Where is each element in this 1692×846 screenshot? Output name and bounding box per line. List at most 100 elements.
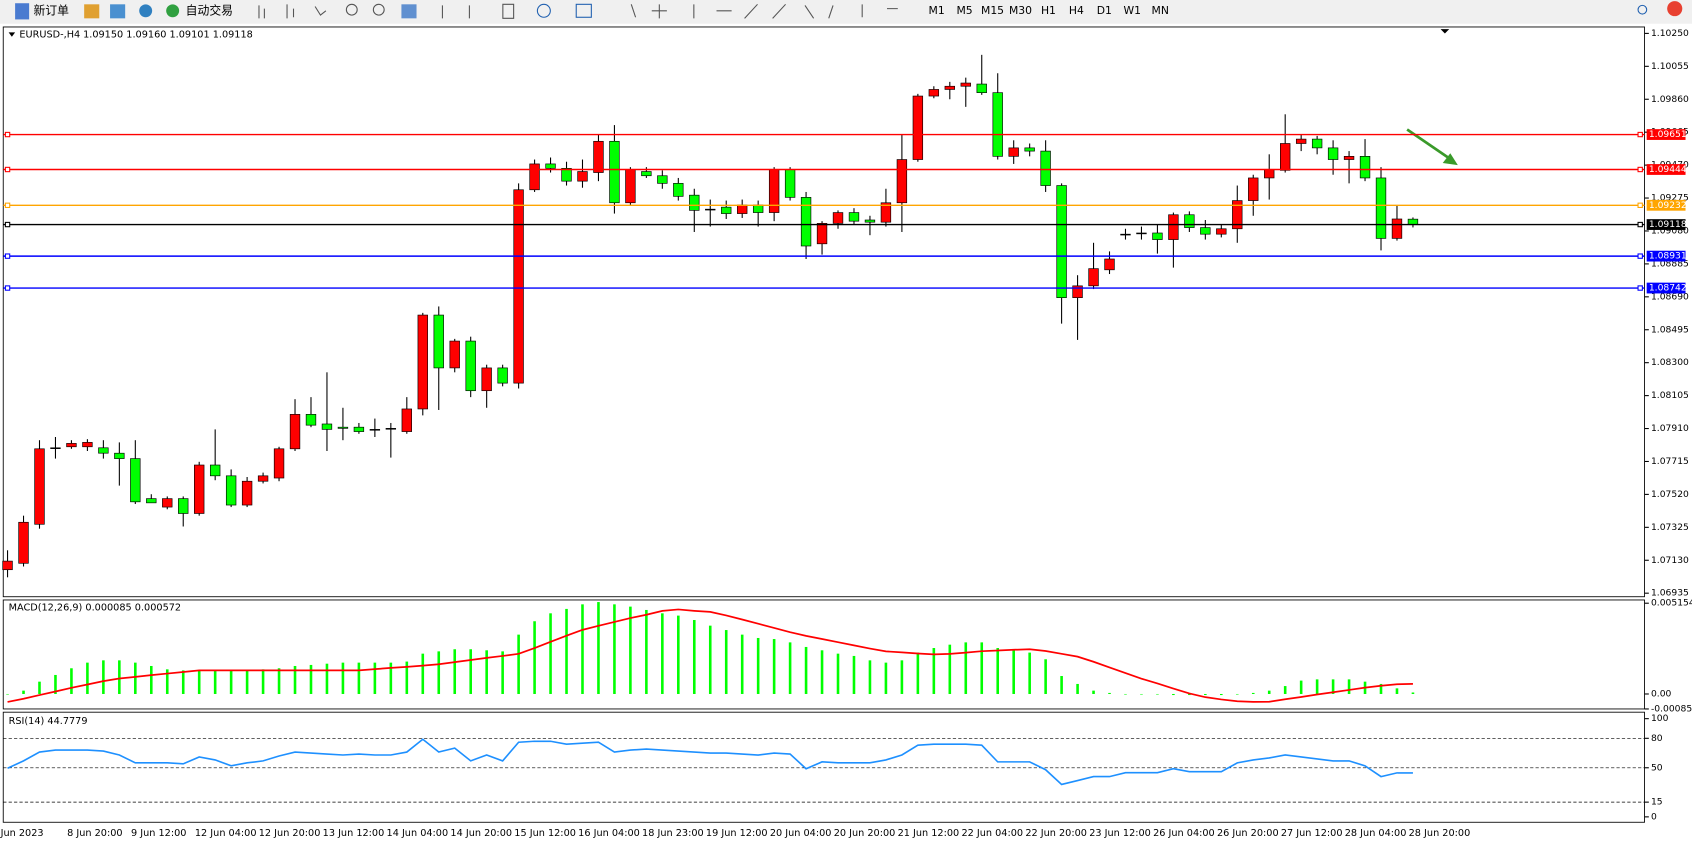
level-handle (4, 285, 11, 291)
candle-body (1375, 177, 1387, 239)
candle-body (146, 498, 157, 504)
timeframe-button[interactable]: M1 (929, 4, 945, 17)
search-icon[interactable] (1637, 4, 1648, 15)
level-label-box (1646, 164, 1686, 175)
candle-body (960, 82, 971, 87)
icon[interactable] (84, 4, 100, 19)
icon[interactable] (15, 3, 30, 20)
candle-body (225, 475, 237, 506)
macd-bar (724, 630, 728, 694)
timeframe-button[interactable]: W1 (1124, 4, 1142, 17)
macd-bar (517, 634, 520, 694)
x-tick-label: 12 Jun 04:00 (195, 828, 257, 839)
candle-body (1152, 232, 1163, 240)
candle-body (561, 167, 572, 182)
candle-body (800, 197, 812, 247)
candle-body (816, 223, 828, 245)
macd-bar (197, 670, 201, 694)
timeframe-button[interactable]: M5 (957, 4, 973, 17)
macd-signal (7, 608, 1413, 703)
y-tick-label: 15 (1651, 797, 1663, 808)
x-tick-label: 28 Jun 04:00 (1345, 828, 1407, 839)
candle-body (593, 140, 604, 173)
candle-body (1200, 227, 1211, 235)
toolbar-button[interactable]: 新订单 (33, 3, 69, 17)
timeframe-button[interactable]: H4 (1069, 4, 1084, 17)
x-tick-label: 22 Jun 04:00 (961, 828, 1023, 839)
y-tick-label: 1.08690 (1651, 291, 1689, 302)
macd-bar (1411, 692, 1415, 694)
candle-body (1280, 143, 1291, 171)
level-handle (4, 221, 11, 228)
x-tick-label: 8 Jun 20:00 (67, 828, 122, 839)
macd-bar (102, 660, 105, 694)
candle-body (273, 448, 285, 479)
macd-bar (964, 642, 968, 694)
macd-bar (1347, 679, 1351, 694)
macd-bar (708, 625, 712, 694)
timeframe-button[interactable]: MN (1152, 4, 1169, 17)
toolbar-button[interactable]: 自动交易 (186, 3, 233, 17)
candle-body (625, 169, 636, 204)
timeframe-button[interactable]: H1 (1041, 4, 1056, 17)
macd-bar (756, 637, 760, 694)
icon[interactable] (372, 3, 385, 16)
rsi-panel (2, 711, 1645, 823)
x-tick-label: 20 Jun 20:00 (834, 828, 896, 839)
candle-body (545, 163, 556, 169)
macd-bar (54, 674, 57, 694)
macd-bar (1315, 679, 1319, 694)
macd-bar (1235, 693, 1239, 695)
candle-body (752, 204, 764, 213)
timeframe-button[interactable]: M30 (1009, 4, 1032, 17)
candle-body (1232, 200, 1243, 230)
icon[interactable] (536, 3, 551, 18)
notification[interactable] (1667, 1, 1683, 17)
y-tick-label: 1.10250 (1651, 28, 1689, 39)
macd-bar (932, 648, 936, 694)
toolbar-buttons: 新订单 自动交易 M1 M5 M15 M30 H1 H4 D1 W1 MN (15, 1, 1683, 20)
icon[interactable] (110, 4, 126, 19)
icon[interactable] (441, 3, 898, 19)
macd-bar (1012, 650, 1015, 694)
candle-body (529, 163, 540, 191)
x-tick-label: 13 Jun 12:00 (323, 828, 385, 839)
candle-body (433, 314, 444, 369)
timeframe-button[interactable]: M15 (981, 4, 1004, 17)
macd-bar (1188, 693, 1191, 696)
level-label-box (1646, 199, 1686, 211)
candle-body (1088, 268, 1099, 287)
macd-bar (900, 660, 904, 694)
macd-bar (1156, 693, 1159, 695)
candle-body (82, 442, 93, 448)
candle-body (1168, 214, 1179, 240)
macd-bar (565, 608, 568, 694)
icon[interactable] (258, 4, 327, 19)
icon[interactable] (575, 3, 592, 18)
y-tick-label: 0 (1651, 811, 1657, 822)
x-tick-label: 28 Jun 20:00 (1409, 828, 1471, 839)
icon[interactable] (401, 4, 417, 19)
macd-bar (261, 669, 265, 694)
macd-bar (549, 613, 552, 694)
level-label: 1.09651 (1649, 129, 1687, 140)
macd-bar (948, 644, 952, 694)
macd-bar (501, 651, 504, 694)
icon[interactable] (166, 4, 180, 18)
timeframe-button[interactable]: D1 (1097, 4, 1112, 17)
y-tick-label: 100 (1651, 713, 1669, 724)
rsi-title: RSI(14) 44.7779 (9, 716, 88, 727)
macd-panel (2, 599, 1645, 710)
candle-body (928, 89, 940, 97)
icon[interactable] (345, 3, 358, 16)
candle-body (114, 452, 125, 459)
x-tick-label: 16 Jun 04:00 (578, 828, 640, 839)
candle-body (321, 423, 333, 430)
icon[interactable] (139, 4, 153, 18)
candle-body (449, 340, 460, 369)
candle-body (417, 314, 428, 410)
y-tick-label: 1.06935 (1651, 588, 1689, 599)
candle-body (737, 204, 748, 214)
macd-bar (469, 649, 472, 694)
macd-bar (868, 660, 872, 694)
